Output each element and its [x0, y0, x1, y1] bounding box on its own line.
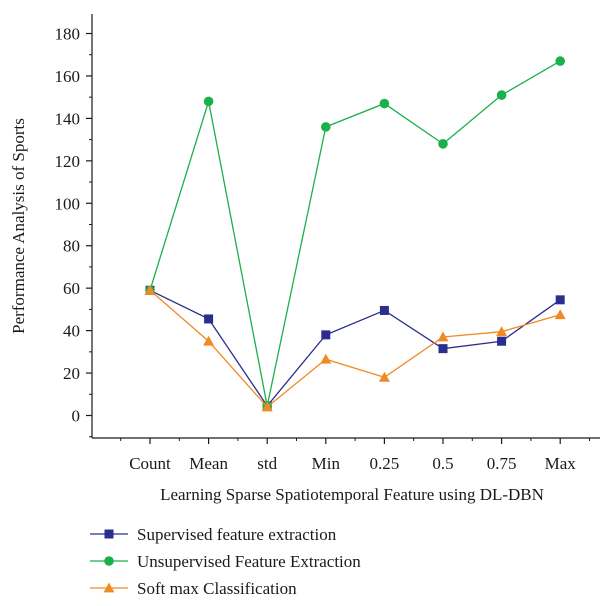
series-line — [149, 60, 561, 407]
data-point — [496, 90, 507, 100]
y-tick-label: 140 — [55, 109, 81, 128]
y-tick-label: 100 — [55, 194, 81, 213]
y-tick-label: 0 — [72, 407, 81, 426]
data-point — [203, 335, 215, 346]
series-layer — [144, 56, 566, 412]
legend-item: Soft max Classification — [90, 579, 297, 598]
legend-item: Unsupervised Feature Extraction — [90, 552, 361, 571]
x-axis-title: Learning Sparse Spatiotemporal Feature u… — [160, 485, 544, 504]
data-point — [438, 344, 448, 354]
data-point — [144, 284, 156, 295]
legend-label: Unsupervised Feature Extraction — [137, 552, 361, 571]
data-point — [555, 295, 565, 305]
data-point — [203, 96, 214, 107]
series-line — [149, 289, 561, 408]
x-tick-label: Count — [129, 454, 171, 473]
x-tick-label: std — [257, 454, 277, 473]
data-point — [496, 326, 508, 337]
legend-marker — [103, 582, 115, 593]
data-point — [554, 309, 566, 320]
data-point — [320, 353, 332, 364]
series-3 — [144, 284, 566, 412]
legend-label: Supervised feature extraction — [137, 525, 337, 544]
y-tick-label: 40 — [63, 322, 80, 341]
legend-marker — [104, 556, 114, 566]
y-axis-title: Performance Analysis of Sports — [9, 118, 28, 334]
legend-label: Soft max Classification — [137, 579, 297, 598]
y-tick-label: 80 — [63, 237, 80, 256]
data-point — [378, 371, 390, 382]
legend-item: Supervised feature extraction — [90, 525, 337, 544]
data-point — [321, 330, 331, 340]
data-point — [437, 331, 449, 342]
data-point — [379, 305, 389, 315]
chart-axes: 0 20 40 60 80 100 120 140 160 180 Count Mean std Min… — [55, 14, 600, 473]
y-tick-label: 160 — [55, 67, 81, 86]
legend-marker — [104, 529, 114, 539]
series-1 — [145, 285, 565, 411]
legend: Supervised feature extraction Unsupervise… — [90, 525, 361, 598]
x-tick-label: Max — [545, 454, 577, 473]
y-tick-label: 60 — [63, 279, 80, 298]
x-ticks: Count Mean std Min 0.25 0.5 0.75 Max — [120, 438, 590, 473]
data-point — [204, 314, 214, 324]
data-point — [261, 401, 273, 412]
x-tick-label: Min — [312, 454, 341, 473]
y-tick-label: 120 — [55, 152, 81, 171]
series-line — [149, 289, 561, 408]
x-tick-label: 0.5 — [432, 454, 453, 473]
x-tick-label: 0.75 — [487, 454, 517, 473]
series-2 — [145, 56, 565, 411]
x-tick-label: 0.25 — [370, 454, 400, 473]
x-tick-label: Mean — [189, 454, 228, 473]
y-tick-label: 20 — [63, 364, 80, 383]
data-point — [379, 98, 390, 109]
y-tick-label: 180 — [55, 25, 81, 44]
data-point — [438, 139, 448, 149]
data-point — [555, 56, 565, 66]
y-ticks: 0 20 40 60 80 100 120 140 160 180 — [55, 25, 92, 438]
data-point — [497, 336, 507, 346]
data-point — [321, 122, 331, 132]
